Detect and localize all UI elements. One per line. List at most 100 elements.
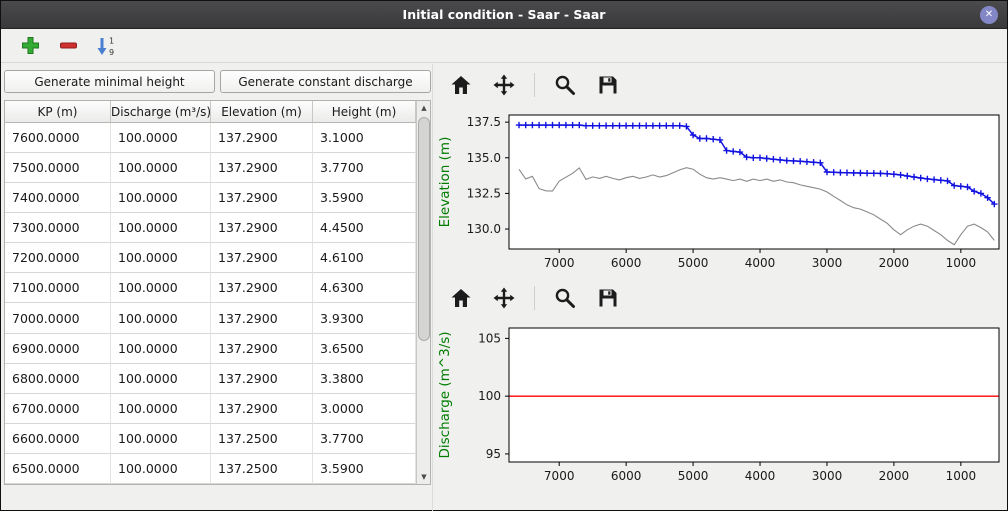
delete-row-icon [59,42,77,49]
table-cell[interactable]: 100.0000 [111,213,211,244]
table-cell[interactable]: 3.1000 [313,123,416,154]
table-row: 6800.0000 100.0000 137.2900 3.3800 [5,363,416,394]
table-row: 7500.0000 100.0000 137.2900 3.7700 [5,153,416,184]
generate-buttons-row: Generate minimal height Generate constan… [4,70,431,93]
table-cell[interactable]: 100.0000 [111,123,211,154]
elevation-plot[interactable]: 7000 6000 5000 4000 3000 2000 1000 130.0 132.5 13… [433,105,1005,277]
table-cell[interactable]: 137.2900 [211,183,313,214]
initial-condition-table: KP (m) Discharge (m³/s) Elevation (m) He… [4,100,431,485]
table-cell[interactable]: 100.0000 [111,273,211,304]
zoom-button[interactable] [552,72,578,98]
svg-text:2000: 2000 [879,469,910,483]
scroll-down-button[interactable]: ▼ [421,473,427,481]
pan-button[interactable] [491,72,517,98]
svg-text:1: 1 [109,36,114,45]
table-cell[interactable]: 137.2500 [211,453,313,484]
table-cell[interactable]: 137.2900 [211,243,313,274]
table-cell[interactable]: 4.6100 [313,243,416,274]
generate-constant-discharge-button[interactable]: Generate constant discharge [220,70,431,93]
home-button[interactable] [448,285,474,311]
svg-text:9: 9 [109,48,114,57]
zoom-button[interactable] [552,285,578,311]
title-bar[interactable]: Initial condition - Saar - Saar ✕ [1,1,1007,29]
pan-button[interactable] [491,285,517,311]
table-cell[interactable]: 137.2900 [211,213,313,244]
table-cell[interactable]: 4.6300 [313,273,416,304]
svg-text:105: 105 [478,331,501,345]
table-cell[interactable]: 6800.0000 [5,363,111,394]
table-cell[interactable]: 100.0000 [111,333,211,364]
table-cell[interactable]: 7200.0000 [5,243,111,274]
home-button[interactable] [448,72,474,98]
sort-rows-button[interactable]: 1 9 [93,33,119,59]
table-cell[interactable]: 100.0000 [111,363,211,394]
table-cell[interactable]: 137.2900 [211,303,313,334]
add-row-button[interactable] [17,33,43,59]
table-cell[interactable]: 100.0000 [111,183,211,214]
delete-row-button[interactable] [55,33,81,59]
table-cell[interactable]: 3.6500 [313,333,416,364]
table-cell[interactable]: 137.2900 [211,153,313,184]
discharge-plot-toolbar [448,283,621,313]
save-button[interactable] [595,285,621,311]
zoom-icon [555,75,575,95]
table-cell[interactable]: 3.7700 [313,153,416,184]
save-button[interactable] [595,72,621,98]
table-cell[interactable]: 137.2900 [211,273,313,304]
table-vertical-scrollbar[interactable]: ▲ ▼ [416,101,430,484]
svg-text:137.5: 137.5 [467,115,501,129]
table-cell[interactable]: 7500.0000 [5,153,111,184]
column-header-elevation[interactable]: Elevation (m) [211,101,313,123]
column-header-kp[interactable]: KP (m) [5,101,111,123]
add-row-icon [21,37,39,54]
save-icon [599,76,617,94]
table-cell[interactable]: 3.5900 [313,183,416,214]
close-icon: ✕ [984,9,994,20]
column-header-height[interactable]: Height (m) [313,101,416,123]
table-cell[interactable]: 100.0000 [111,453,211,484]
table-cell[interactable]: 7100.0000 [5,273,111,304]
table-cell[interactable]: 100.0000 [111,393,211,424]
svg-text:1000: 1000 [946,256,977,270]
table-cell[interactable]: 6500.0000 [5,453,111,484]
table-cell[interactable]: 137.2900 [211,363,313,394]
table-cell[interactable]: 137.2900 [211,123,313,154]
table-cell[interactable]: 100.0000 [111,243,211,274]
svg-text:5000: 5000 [678,469,709,483]
table-row: 6500.0000 100.0000 137.2500 3.5900 [5,453,416,484]
table-cell[interactable]: 3.7700 [313,423,416,454]
discharge-plot[interactable]: 7000 6000 5000 4000 3000 2000 1000 95 100 105 Disc… [433,318,1005,490]
table-cell[interactable]: 6700.0000 [5,393,111,424]
table-cell[interactable]: 7000.0000 [5,303,111,334]
home-icon [451,289,471,307]
table-cell[interactable]: 100.0000 [111,423,211,454]
table-cell[interactable]: 100.0000 [111,153,211,184]
column-header-discharge[interactable]: Discharge (m³/s) [111,101,211,123]
close-button[interactable]: ✕ [980,6,998,24]
table-cell[interactable]: 6600.0000 [5,423,111,454]
table-cell[interactable]: 137.2900 [211,333,313,364]
scroll-up-button[interactable]: ▲ [421,104,427,112]
table-cell[interactable]: 7600.0000 [5,123,111,154]
table-cell[interactable]: 7300.0000 [5,213,111,244]
svg-text:2000: 2000 [879,256,910,270]
table-cell[interactable]: 137.2900 [211,393,313,424]
panel-splitter[interactable] [432,64,433,511]
table-row: 7400.0000 100.0000 137.2900 3.5900 [5,183,416,214]
svg-text:95: 95 [486,447,501,461]
table-cell[interactable]: 137.2500 [211,423,313,454]
table-cell[interactable]: 100.0000 [111,303,211,334]
table-row: 7600.0000 100.0000 137.2900 3.1000 [5,123,416,154]
table-cell[interactable]: 6900.0000 [5,333,111,364]
table-cell[interactable]: 7400.0000 [5,183,111,214]
table-cell[interactable]: 3.0000 [313,393,416,424]
table-cell[interactable]: 4.4500 [313,213,416,244]
table-cell[interactable]: 3.3800 [313,363,416,394]
generate-minimal-height-button[interactable]: Generate minimal height [4,70,215,93]
scrollbar-thumb[interactable] [418,117,430,341]
table-cell[interactable]: 3.9300 [313,303,416,334]
main-toolbar: 1 9 [1,29,1007,63]
table-cell[interactable]: 3.5900 [313,453,416,484]
pan-icon [493,74,515,96]
